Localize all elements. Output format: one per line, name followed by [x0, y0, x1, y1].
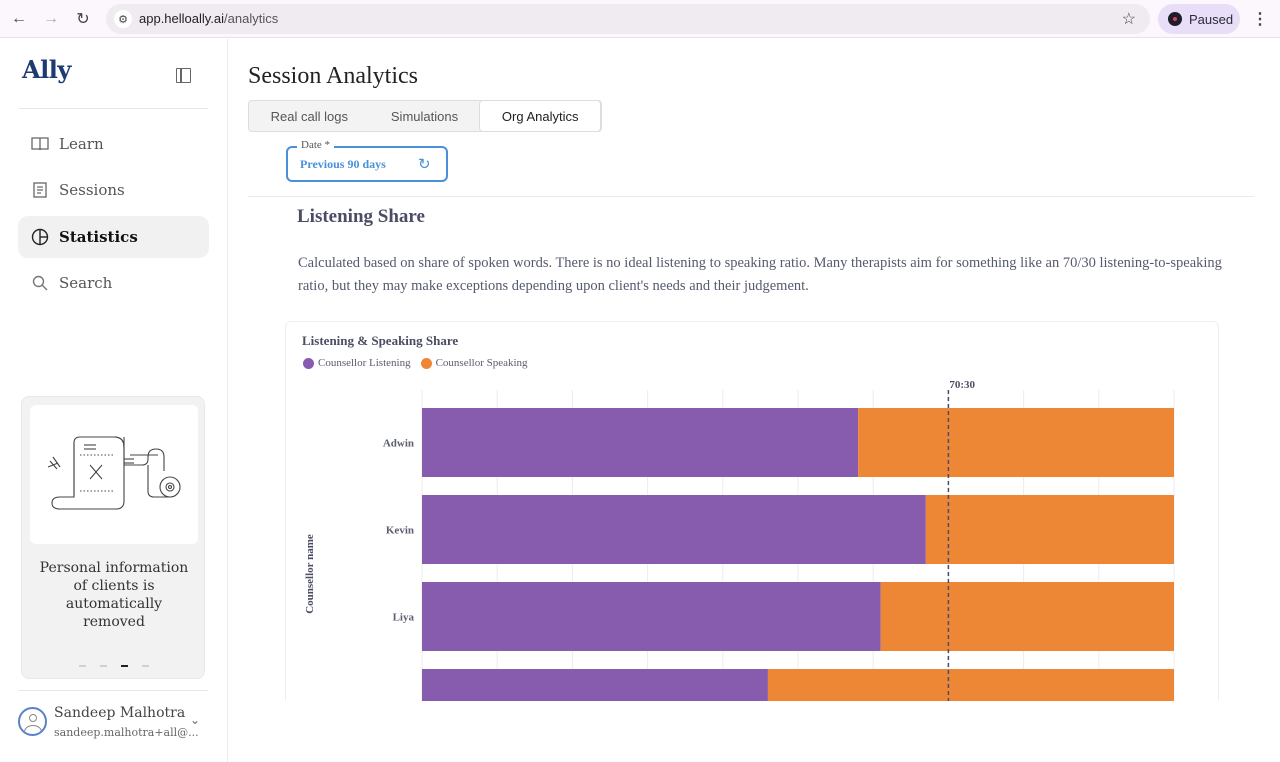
profile-avatar-icon: [1168, 12, 1182, 26]
sidebar-item-learn[interactable]: Learn: [18, 123, 209, 165]
tab-org-analytics[interactable]: Org Analytics: [479, 100, 601, 132]
carousel-dot-active[interactable]: [121, 665, 128, 667]
browser-toolbar: ← → ↻ ⚙ app.helloally.ai/analytics ☆ Pau…: [0, 0, 1280, 38]
bar-listening: [422, 582, 881, 651]
bookmark-star-icon[interactable]: ☆: [1121, 11, 1136, 28]
browser-menu-icon[interactable]: ⋮: [1252, 11, 1268, 28]
section-description: Calculated based on share of spoken word…: [298, 255, 1222, 294]
listening-share-chart: Adwin Kevin Liya Counsellor name 70:30 Liste…: [285, 321, 1219, 701]
chart-canvas: Adwin Kevin Liya Counsellor name 70:30: [304, 379, 1175, 701]
date-filter-value: Previous 90 days: [300, 157, 386, 171]
y-tick-label: Adwin: [383, 438, 414, 450]
bar-speaking: [925, 495, 1174, 564]
carousel-caption: Personal information of clients is autom…: [39, 560, 189, 630]
y-axis-label: Counsellor name: [304, 534, 316, 614]
app-logo[interactable]: Ally: [22, 55, 71, 84]
document-icon: [31, 181, 49, 199]
url-host: app.helloally.ai: [139, 11, 225, 26]
tab-real-call-logs[interactable]: Real call logs: [270, 108, 348, 124]
carousel-dot[interactable]: [142, 665, 149, 667]
url-path: /analytics: [224, 11, 279, 26]
search-icon: [31, 274, 49, 292]
date-filter-label: Date *: [297, 139, 335, 151]
bar-listening: [422, 408, 859, 477]
user-email: sandeep.malhotra+all@...: [54, 726, 199, 739]
bar-speaking: [858, 408, 1174, 477]
legend-item-listening[interactable]: Counsellor Listening: [303, 357, 411, 369]
back-button[interactable]: ←: [11, 10, 27, 27]
reference-line-label: 70:30: [949, 379, 975, 391]
sidebar-item-sessions[interactable]: Sessions: [18, 169, 209, 211]
section-title: Listening Share: [297, 206, 425, 227]
y-tick-label: Kevin: [386, 525, 414, 537]
tab-simulations[interactable]: Simulations: [390, 108, 459, 124]
analytics-tabs: Real call logs Simulations Org Analytics: [248, 100, 602, 132]
user-name: Sandeep Malhotra: [54, 705, 186, 721]
sidebar-divider: [19, 108, 208, 109]
chart-legend: Counsellor Listening Counsellor Speaking: [303, 357, 528, 369]
book-icon: [31, 135, 49, 153]
url-text: app.helloally.ai/analytics: [139, 11, 278, 26]
sidebar-divider: [19, 690, 208, 691]
legend-swatch-listening: [303, 357, 314, 369]
info-carousel: Personal information of clients is autom…: [21, 396, 205, 679]
site-settings-icon[interactable]: ⚙: [114, 10, 132, 28]
carousel-illustration: [30, 405, 198, 544]
chart-title: Listening & Speaking Share: [302, 333, 459, 348]
user-menu[interactable]: Sandeep Malhotra sandeep.malhotra+all@..…: [18, 705, 218, 745]
sidebar-item-statistics[interactable]: Statistics: [18, 216, 209, 258]
sidebar-item-label: Sessions: [59, 181, 125, 199]
bar-speaking: [880, 582, 1174, 651]
reload-button[interactable]: ↻: [76, 11, 90, 28]
reset-icon[interactable]: ↻: [418, 156, 431, 173]
legend-item-speaking[interactable]: Counsellor Speaking: [420, 357, 528, 369]
carousel-dot[interactable]: [79, 665, 86, 667]
main-content: Session Analytics Real call logs Simulat…: [228, 39, 1280, 762]
bar-listening: [422, 669, 768, 701]
sidebar-item-search[interactable]: Search: [18, 262, 209, 304]
sidebar-item-label: Learn: [59, 135, 104, 153]
sidebar-toggle-icon[interactable]: [176, 68, 191, 83]
bar-speaking: [767, 669, 1174, 701]
sidebar: Ally Learn Sessions Statistics Search: [0, 39, 228, 762]
address-bar[interactable]: ⚙ app.helloally.ai/analytics ☆: [106, 4, 1150, 34]
pie-chart-icon: [31, 228, 49, 246]
scroll-redaction-icon: [47, 436, 181, 510]
user-avatar-icon: [18, 707, 47, 736]
content-divider: [248, 196, 1254, 197]
forward-button[interactable]: →: [43, 10, 59, 27]
profile-status-label: Paused: [1189, 11, 1234, 27]
page-title: Session Analytics: [248, 63, 419, 89]
date-filter-select[interactable]: Date * Previous 90 days ↻: [286, 139, 448, 182]
carousel-dot[interactable]: [100, 665, 107, 667]
sidebar-item-label: Statistics: [59, 228, 138, 246]
carousel-pagination: [22, 665, 206, 667]
y-tick-label: Liya: [393, 612, 415, 624]
chevron-down-icon[interactable]: ⌄: [190, 713, 201, 727]
legend-label: Counsellor Speaking: [435, 357, 528, 369]
legend-label: Counsellor Listening: [318, 357, 411, 369]
sidebar-item-label: Search: [59, 274, 113, 292]
profile-status-button[interactable]: Paused: [1158, 4, 1240, 34]
legend-swatch-speaking: [420, 357, 432, 369]
bar-listening: [422, 495, 926, 564]
